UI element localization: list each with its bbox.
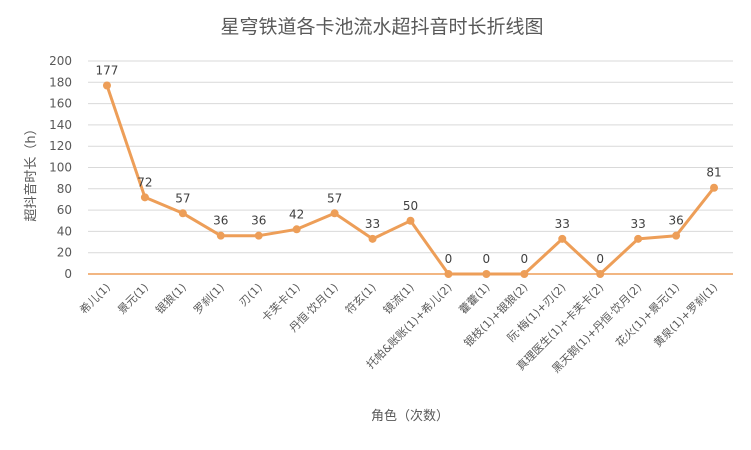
data-point xyxy=(406,216,415,225)
series-line xyxy=(105,85,716,276)
data-label: 33 xyxy=(365,217,380,231)
x-tick-label: 镜流(1) xyxy=(380,280,416,316)
data-label: 57 xyxy=(327,191,342,205)
data-point xyxy=(520,270,529,278)
y-axis-title: 超抖音时长（h） xyxy=(23,122,39,221)
series-line-path xyxy=(105,85,716,276)
x-tick-label: 符玄(1) xyxy=(342,280,378,316)
data-point xyxy=(102,81,111,90)
data-label: 50 xyxy=(403,199,418,213)
data-point xyxy=(330,209,339,218)
y-tick-label: 0 xyxy=(64,267,72,281)
data-label: 57 xyxy=(175,191,190,205)
data-point xyxy=(634,234,643,243)
data-point xyxy=(710,183,719,192)
data-label: 36 xyxy=(213,214,228,228)
data-point xyxy=(558,234,567,243)
data-point xyxy=(368,234,377,243)
y-tick-label: 140 xyxy=(49,118,72,132)
y-tick-label: 200 xyxy=(49,54,72,68)
data-point xyxy=(444,270,453,278)
data-label: 36 xyxy=(668,214,683,228)
data-label: 33 xyxy=(631,217,646,231)
x-tick-label: 希儿(1) xyxy=(77,280,113,316)
x-tick-label: 银枝(1)+银狼(2) xyxy=(461,280,531,350)
x-tick-label: 藿藿(1) xyxy=(456,280,492,316)
data-label: 42 xyxy=(289,207,304,221)
y-tick-label: 100 xyxy=(49,161,72,175)
data-point xyxy=(292,225,301,234)
y-tick-label: 40 xyxy=(57,224,72,238)
data-point xyxy=(254,231,263,240)
data-label: 0 xyxy=(445,252,453,266)
data-point xyxy=(140,193,149,202)
data-point xyxy=(178,209,187,218)
chart-title: 星穹铁道各卡池流水超抖音时长折线图 xyxy=(220,16,543,38)
data-point xyxy=(596,270,605,278)
x-tick-label: 罗刹(1) xyxy=(191,281,227,317)
y-tick-label: 160 xyxy=(49,97,72,111)
data-label: 36 xyxy=(251,214,266,228)
y-tick-label: 80 xyxy=(57,182,72,196)
data-label: 0 xyxy=(483,252,491,266)
data-labels: 177 72 57 36 36 42 57 33 50 0 0 0 33 0 33 36 81 xyxy=(96,63,722,266)
data-label: 0 xyxy=(521,252,529,266)
gridlines xyxy=(88,60,733,275)
data-point xyxy=(216,231,225,240)
y-tick-label: 120 xyxy=(49,139,72,153)
x-tick-label: 银狼(1) xyxy=(152,280,188,316)
data-label: 177 xyxy=(96,63,119,77)
x-tick-label: 刃(1) xyxy=(237,281,265,309)
x-axis-ticks: 希儿(1) 景元(1) 银狼(1) 罗刹(1) 刃(1)卡芙卡(1)丹恒·饮月(1) 符玄… xyxy=(77,280,721,375)
data-point xyxy=(672,231,681,240)
y-axis-ticks: 0 20 40 60 80 100 120 140 160 180 200 xyxy=(49,54,72,281)
x-axis-title: 角色（次数） xyxy=(371,408,449,424)
x-tick-label: 黄泉(1)+罗刹(1) xyxy=(651,280,721,350)
data-point xyxy=(482,270,491,278)
x-tick-label: 景元(1) xyxy=(115,281,151,317)
y-tick-label: 60 xyxy=(57,203,72,217)
data-label: 33 xyxy=(555,217,570,231)
data-label: 81 xyxy=(706,166,721,180)
y-tick-label: 20 xyxy=(57,246,72,260)
data-points xyxy=(102,81,719,278)
data-label: 72 xyxy=(137,175,152,189)
y-tick-label: 180 xyxy=(49,75,72,89)
data-label: 0 xyxy=(596,252,604,266)
